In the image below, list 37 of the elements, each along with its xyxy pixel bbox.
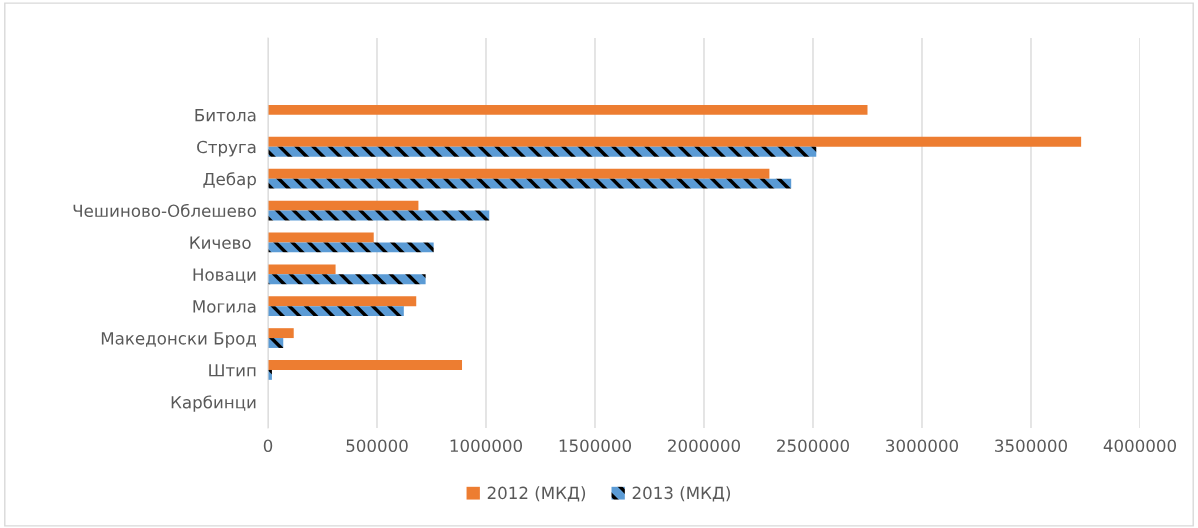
bar: [268, 168, 770, 179]
bar: [268, 338, 284, 348]
bar: [268, 296, 417, 307]
bar: [268, 104, 868, 115]
y-tick-label: Карбинци: [171, 395, 256, 412]
y-tick-label: Могила: [193, 300, 256, 313]
y-tick-label: Кичево: [190, 236, 251, 249]
bar: [268, 328, 294, 339]
y-tick-label: Битола: [195, 109, 256, 122]
bar: [268, 242, 434, 253]
x-tick-label: 3000000: [886, 439, 959, 453]
x-tick-label: 2000000: [668, 439, 741, 453]
x-tick-label: 2500000: [777, 439, 850, 453]
bar: [268, 306, 404, 317]
bar: [268, 178, 792, 189]
bar: [268, 200, 419, 211]
bar: [268, 274, 426, 285]
x-tick-label: 0: [263, 439, 273, 453]
legend-label: 2012 (МКД): [487, 486, 586, 502]
x-tick-label: 4000000: [1103, 439, 1177, 453]
bar: [268, 210, 490, 221]
bar: [268, 136, 1082, 147]
x-tick-label: 1500000: [559, 439, 632, 453]
y-tick-label: Штип: [209, 364, 256, 377]
y-tick-label: Чешиново-Облешево: [73, 203, 256, 218]
x-tick-label: 3500000: [995, 439, 1068, 453]
bar: [268, 264, 336, 275]
y-tick-label: Македонски Брод: [101, 332, 257, 348]
y-tick-label: Новаци: [193, 268, 256, 283]
x-tick-label: 1000000: [450, 439, 523, 453]
bar: [268, 232, 374, 243]
legend-label: 2013 (МКД): [632, 486, 731, 502]
x-tick-label: 500000: [346, 439, 408, 453]
y-tick-label: Струга: [197, 140, 256, 157]
y-tick-label: Дебар: [203, 172, 256, 189]
bar: [268, 146, 817, 157]
bar: [268, 360, 463, 370]
